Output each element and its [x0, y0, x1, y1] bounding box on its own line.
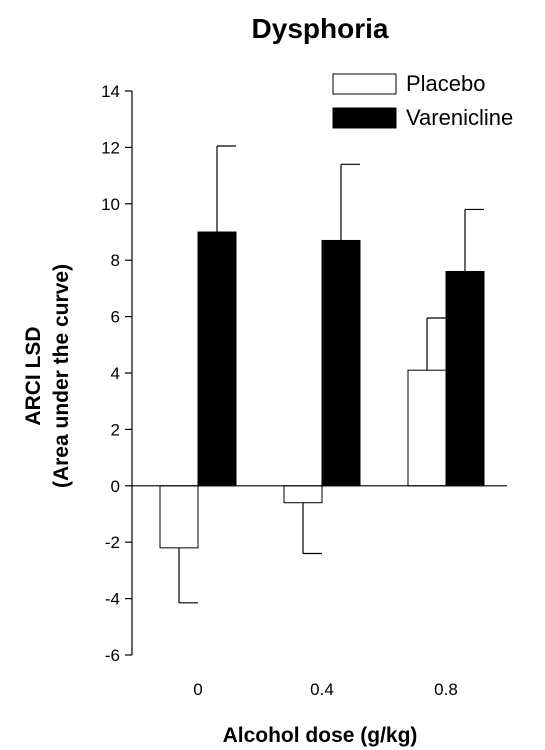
bar-placebo-0 [159, 485, 199, 549]
y-axis-title-line-2: (Area under the curve) [50, 264, 73, 488]
y-tick-label-1: -4 [105, 590, 120, 609]
chart-title: Dysphoria [252, 13, 389, 44]
y-tick-label-3: 0 [111, 477, 120, 496]
y-tick-label-6: 6 [111, 308, 120, 327]
y-tick-label-4: 2 [111, 420, 120, 439]
y-tick-label-5: 4 [111, 364, 120, 383]
x-tick-label-2: 0.8 [434, 680, 458, 699]
y-tick-label-2: -2 [105, 533, 120, 552]
bar-placebo-2 [407, 369, 447, 487]
bar-placebo-1 [283, 485, 323, 504]
y-tick-label-10: 14 [101, 82, 120, 101]
y-tick-label-7: 8 [111, 251, 120, 270]
y-tick-label-8: 10 [101, 195, 120, 214]
x-tick-label-1: 0.4 [310, 680, 334, 699]
plot-area: -6 -4 -2 0 2 4 6 8 10 12 14 0 0.4 0.8 [101, 82, 507, 699]
x-tick-label-0: 0 [193, 680, 202, 699]
x-axis-title: Alcohol dose (g/kg) [223, 724, 418, 747]
legend-swatch-placebo [332, 73, 397, 95]
y-tick-label-9: 12 [101, 138, 120, 157]
y-axis-title-line-1: ARCI LSD [22, 326, 45, 425]
bar-varenicline-2 [445, 270, 485, 487]
legend: Placebo Varenicline [332, 71, 513, 130]
y-tick-label-0: -6 [105, 646, 120, 665]
legend-swatch-varenicline [332, 107, 397, 129]
bar-varenicline-0 [197, 231, 237, 487]
y-axis-title: ARCI LSD (Area under the curve) [22, 264, 73, 488]
bar-varenicline-1 [321, 239, 361, 487]
legend-label-placebo: Placebo [406, 71, 486, 96]
legend-label-varenicline: Varenicline [406, 105, 513, 130]
